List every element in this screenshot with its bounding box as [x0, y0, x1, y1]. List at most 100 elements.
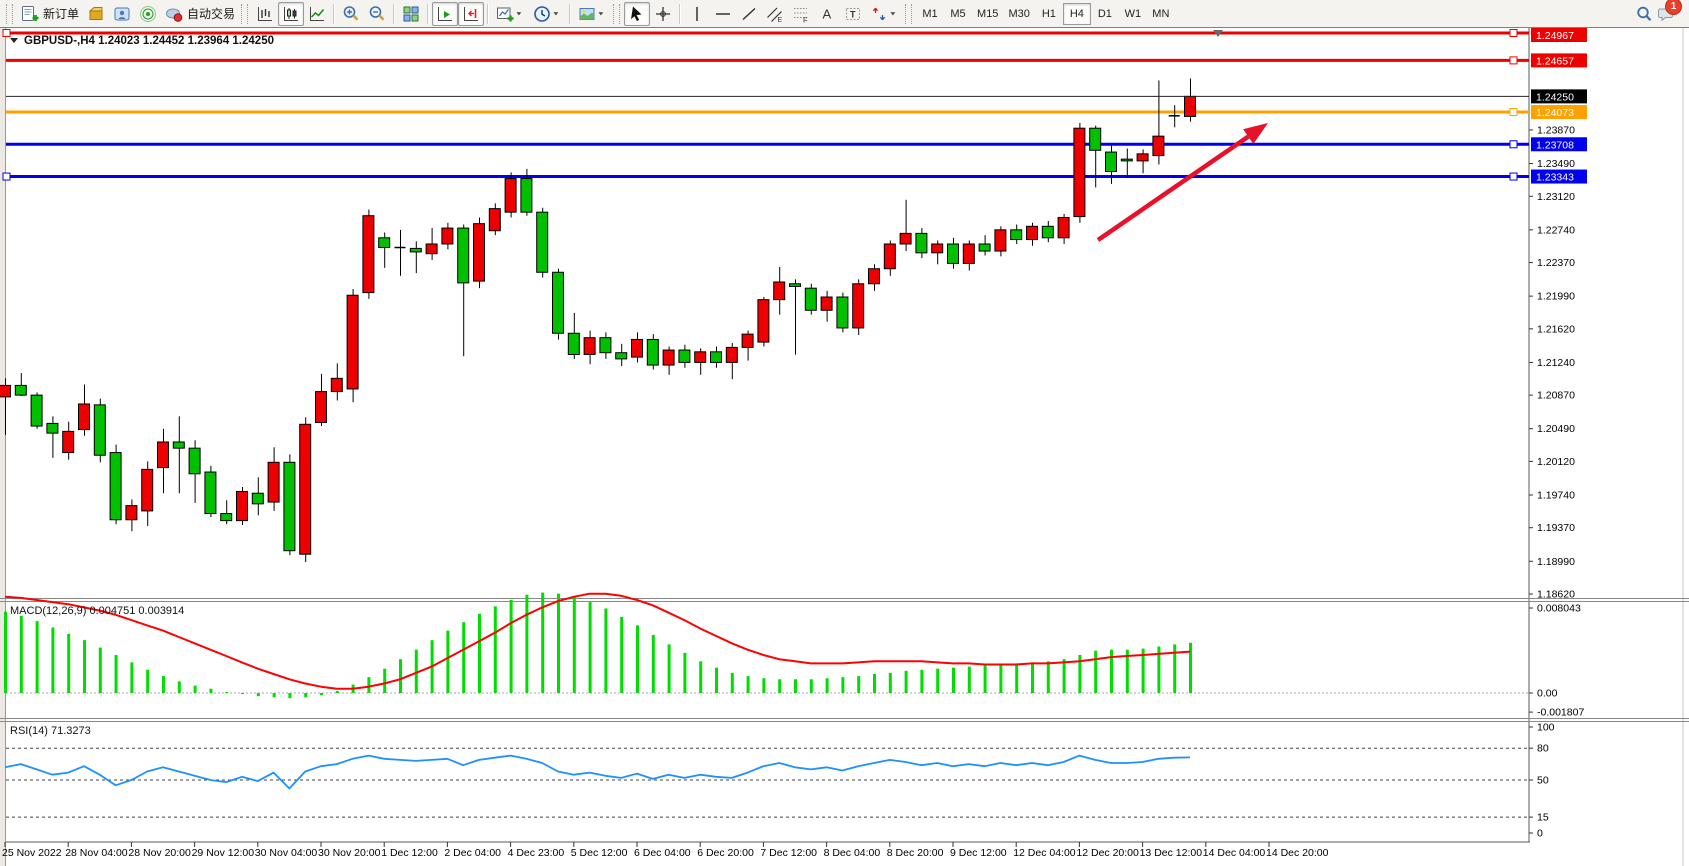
time-axis-label: 6 Dec 04:00 — [634, 847, 691, 859]
time-axis-label: 28 Nov 04:00 — [65, 847, 128, 859]
line-chart-icon — [308, 5, 326, 23]
search-button[interactable] — [1631, 2, 1657, 26]
toolbar-grip[interactable] — [241, 3, 249, 24]
autotrading-button[interactable]: 自动交易 — [161, 2, 239, 26]
text-label-icon: T — [844, 5, 862, 23]
search-icon — [1635, 5, 1653, 23]
chart-shift-marker[interactable] — [1213, 30, 1223, 37]
price-axis-label: 1.19740 — [1537, 490, 1575, 502]
fibonacci-button[interactable]: F — [788, 2, 814, 26]
chart-title: GBPUSD-,H4 1.24023 1.24452 1.23964 1.242… — [10, 35, 274, 47]
vertical-line-icon — [688, 5, 706, 23]
symbol-dropdown-icon[interactable] — [10, 38, 18, 43]
candlestick-series — [0, 78, 1196, 563]
text-label-button[interactable]: T — [840, 2, 866, 26]
time-axis-label: 4 Dec 23:00 — [508, 847, 565, 859]
line-handle[interactable] — [2, 29, 11, 37]
line-handle[interactable] — [1509, 56, 1518, 65]
auto-scroll-button[interactable] — [432, 1, 459, 26]
new-order-icon — [21, 5, 39, 23]
price-axis-label: 1.22740 — [1537, 224, 1575, 236]
horizontal-price-lines[interactable] — [6, 31, 1529, 179]
arrows-button[interactable] — [866, 2, 903, 26]
signal-button[interactable] — [135, 2, 161, 26]
time-axis-label: 8 Dec 20:00 — [887, 847, 944, 859]
svg-text:GBPUSD-,H4 1.24023 1.24452 1.: GBPUSD-,H4 1.24023 1.24452 1.23964 1.242… — [24, 35, 274, 47]
time-axis-label: 14 Dec 04:00 — [1203, 847, 1266, 859]
time-axis-label: 8 Dec 04:00 — [824, 847, 881, 859]
toolbar-grip[interactable] — [6, 3, 13, 24]
candlestick-icon — [282, 5, 300, 23]
candlestick-chart-button[interactable] — [278, 1, 305, 26]
crosshair-button[interactable] — [650, 2, 676, 26]
clock-icon — [533, 5, 551, 23]
line-handle[interactable] — [1509, 108, 1518, 117]
notifications-button[interactable]: 1 — [1657, 0, 1682, 23]
dropdown-caret-icon — [888, 8, 899, 19]
time-axis-label: 14 Dec 20:00 — [1266, 847, 1329, 859]
cursor-button[interactable] — [624, 1, 651, 26]
time-axis-label: 1 Dec 12:00 — [381, 847, 438, 859]
timeframe-button-m5[interactable]: M5 — [950, 7, 966, 20]
time-axis-label: 6 Dec 20:00 — [697, 847, 754, 859]
trend-arrow-annotation[interactable] — [1096, 123, 1268, 242]
chart-window[interactable]: GBPUSD-,H4 1.24023 1.24452 1.23964 1.242… — [0, 28, 1689, 866]
account-button[interactable] — [109, 2, 135, 26]
timeframe-button-h1[interactable]: H1 — [1041, 7, 1056, 20]
price-axis-label: 1.20120 — [1537, 456, 1575, 468]
timeframe-button-m30[interactable]: M30 — [1008, 7, 1030, 20]
zoom-out-button[interactable] — [364, 2, 390, 26]
price-tag-1.24657: 1.24657 — [1531, 53, 1587, 68]
channel-button[interactable]: E — [762, 2, 788, 26]
text-button[interactable]: A — [814, 2, 840, 26]
period-button[interactable] — [529, 2, 566, 26]
market-box-button[interactable] — [83, 2, 109, 26]
timeframe-button-m1[interactable]: M1 — [922, 7, 938, 20]
macd-signal-line — [4, 592, 1191, 690]
vertical-line-button[interactable] — [684, 2, 710, 26]
rsi-axis-label: 15 — [1537, 812, 1549, 824]
tile-windows-button[interactable] — [398, 2, 424, 26]
time-axis-label: 9 Dec 12:00 — [950, 847, 1007, 859]
horizontal-line-button[interactable] — [710, 2, 736, 26]
chart-shift-button[interactable] — [458, 1, 485, 26]
price-axis-label: 1.23120 — [1537, 191, 1575, 203]
line-chart-button[interactable] — [304, 2, 330, 26]
rsi-axis-label: 100 — [1537, 722, 1555, 734]
timeframe-button-mn[interactable]: MN — [1152, 7, 1170, 20]
price-axis-label: 1.19370 — [1537, 522, 1575, 534]
timeframe-button-d1[interactable]: D1 — [1097, 7, 1112, 20]
price-axis-label: 1.21620 — [1537, 323, 1575, 335]
price-axis-label: 1.21990 — [1537, 291, 1575, 303]
line-handle[interactable] — [2, 172, 11, 181]
toolbar-grip[interactable] — [613, 3, 621, 24]
timeframe-button-w1[interactable]: W1 — [1124, 7, 1142, 20]
toolbar-grip[interactable] — [905, 3, 913, 24]
price-tag-1.24073: 1.24073 — [1531, 105, 1587, 120]
new-order-label: 新订单 — [43, 7, 80, 21]
bar-chart-button[interactable] — [252, 2, 278, 26]
fibonacci-icon: F — [792, 5, 810, 23]
timeframe-button-m15[interactable]: M15 — [977, 7, 999, 20]
macd-axis-label: 0.00 — [1537, 688, 1558, 700]
equidistant-channel-icon: E — [766, 5, 784, 23]
main-toolbar: 新订单 自动交易 E F A T M1 M5 M15 M30 H1 H4 D1 W1 MN 1 — [0, 0, 1689, 28]
gold-box-icon — [87, 5, 105, 23]
timeframe-button-h4[interactable]: H4 — [1062, 2, 1091, 25]
add-indicator-button[interactable] — [492, 2, 529, 26]
bar-chart-icon — [256, 5, 274, 23]
line-handle[interactable] — [1509, 140, 1518, 149]
trendline-button[interactable] — [736, 2, 762, 26]
chart-canvas[interactable]: GBPUSD-,H4 1.24023 1.24452 1.23964 1.242… — [0, 28, 1689, 866]
price-tag-1.23343: 1.23343 — [1531, 169, 1587, 184]
dropdown-caret-icon — [514, 8, 525, 19]
new-order-button[interactable]: 新订单 — [17, 2, 83, 26]
rsi-axis-label: 80 — [1537, 743, 1549, 755]
zoom-in-button[interactable] — [338, 2, 364, 26]
line-handle[interactable] — [1509, 29, 1518, 37]
template-button[interactable] — [574, 2, 611, 26]
toolbar-separator — [393, 3, 396, 24]
time-axis-label: 30 Nov 20:00 — [318, 847, 381, 859]
line-handle[interactable] — [1509, 172, 1518, 181]
user-chart-icon — [113, 5, 131, 23]
